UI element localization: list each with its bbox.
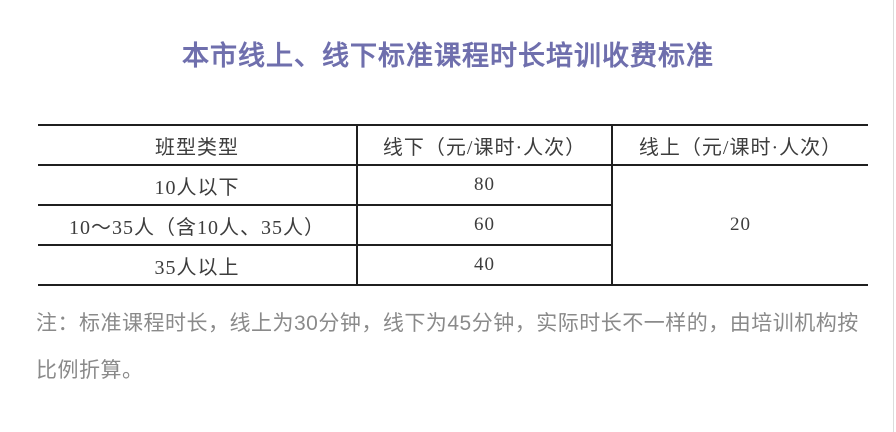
page-edge-divider [893, 0, 894, 432]
class-type-cell: 10～35人（含10人、35人） [38, 204, 357, 246]
fee-table: 班型类型 线下（元/课时·人次） 线上（元/课时·人次） 10人以下 80 20… [38, 124, 868, 286]
class-type-cell: 35人以上 [38, 244, 357, 286]
col-header-online-fee: 线上（元/课时·人次） [612, 124, 868, 166]
offline-fee-cell: 80 [356, 164, 613, 206]
page-title: 本市线上、线下标准课程时长培训收费标准 [182, 41, 714, 71]
offline-fee-cell: 40 [356, 244, 613, 286]
table-row: 10～35人（含10人、35人） 60 [38, 204, 868, 246]
offline-fee-cell: 60 [356, 204, 613, 246]
class-type-cell: 10人以下 [38, 164, 357, 206]
online-fee-merged-cell: 20 [612, 164, 868, 286]
table-row: 10人以下 80 20 [38, 164, 868, 286]
col-header-class-type: 班型类型 [38, 124, 357, 166]
header-row: 班型类型 线下（元/课时·人次） 线上（元/课时·人次） [38, 124, 868, 166]
col-header-offline-fee: 线下（元/课时·人次） [356, 124, 613, 166]
fee-table-header: 班型类型 线下（元/课时·人次） 线上（元/课时·人次） [38, 124, 868, 166]
fee-table-body: 10人以下 80 20 10～35人（含10人、35人） 60 35人以上 40 [38, 164, 868, 286]
table-row: 35人以上 40 [38, 244, 868, 286]
note-text: 注：标准课程时长，线上为30分钟，线下为45分钟，实际时长不一样的，由培训机构按… [36, 312, 859, 382]
